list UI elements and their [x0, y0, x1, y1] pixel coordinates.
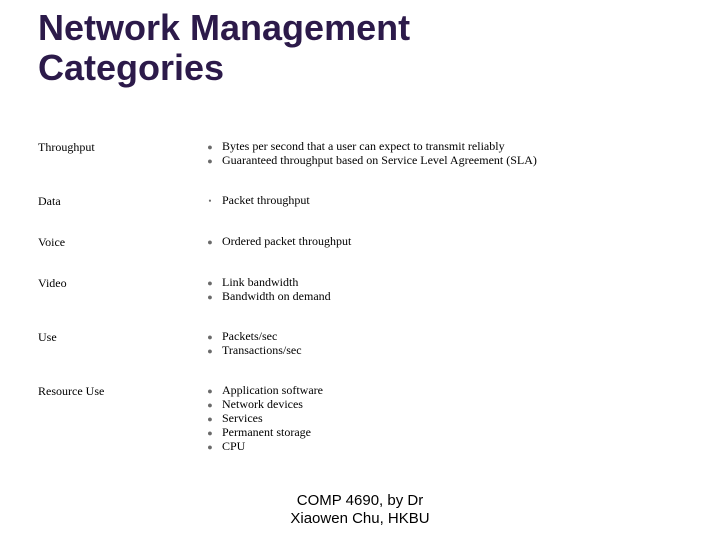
bullet-icon: ● — [198, 290, 222, 304]
list-item: ● Network devices — [198, 398, 678, 412]
item-text: Link bandwidth — [222, 276, 298, 290]
item-text: Application software — [222, 384, 323, 398]
list-item: • Packet throughput — [198, 194, 678, 208]
row-label: Voice — [38, 235, 198, 250]
row-label: Use — [38, 330, 198, 345]
item-text: Guaranteed throughput based on Service L… — [222, 154, 537, 168]
list-item: ● Application software — [198, 384, 678, 398]
row-items: ● Bytes per second that a user can expec… — [198, 140, 678, 168]
table-row: Video ● Link bandwidth ● Bandwidth on de… — [38, 276, 678, 304]
bullet-icon: ● — [198, 426, 222, 440]
row-items: • Packet throughput — [198, 194, 678, 208]
item-text: Transactions/sec — [222, 344, 302, 358]
item-text: Permanent storage — [222, 426, 311, 440]
table-row: Data • Packet throughput — [38, 194, 678, 209]
row-label: Resource Use — [38, 384, 198, 399]
row-items: ● Application software ● Network devices… — [198, 384, 678, 454]
item-text: Packets/sec — [222, 330, 277, 344]
bullet-icon: ● — [198, 154, 222, 168]
item-text: Network devices — [222, 398, 303, 412]
item-text: Bandwidth on demand — [222, 290, 331, 304]
footer-line-1: COMP 4690, by Dr — [297, 492, 423, 509]
item-text: Services — [222, 412, 263, 426]
bullet-icon: ● — [198, 140, 222, 154]
list-item: ● Services — [198, 412, 678, 426]
list-item: ● Permanent storage — [198, 426, 678, 440]
list-item: ● Link bandwidth — [198, 276, 678, 290]
item-text: CPU — [222, 440, 245, 454]
title-line-2: Categories — [38, 47, 224, 88]
bullet-icon: ● — [198, 412, 222, 426]
footer-line-2: Xiaowen Chu, HKBU — [290, 510, 429, 527]
bullet-icon: ● — [198, 398, 222, 412]
table-row: Resource Use ● Application software ● Ne… — [38, 384, 678, 454]
bullet-icon: ● — [198, 276, 222, 290]
list-item: ● Guaranteed throughput based on Service… — [198, 154, 678, 168]
table-row: Voice ● Ordered packet throughput — [38, 235, 678, 250]
list-item: ● Packets/sec — [198, 330, 678, 344]
row-label: Throughput — [38, 140, 198, 155]
row-label: Data — [38, 194, 198, 209]
list-item: ● Transactions/sec — [198, 344, 678, 358]
item-text: Ordered packet throughput — [222, 235, 351, 249]
slide-body: Throughput ● Bytes per second that a use… — [38, 140, 678, 480]
row-label: Video — [38, 276, 198, 291]
item-text: Bytes per second that a user can expect … — [222, 140, 505, 154]
list-item: ● Ordered packet throughput — [198, 235, 678, 249]
table-row: Use ● Packets/sec ● Transactions/sec — [38, 330, 678, 358]
row-items: ● Packets/sec ● Transactions/sec — [198, 330, 678, 358]
list-item: ● CPU — [198, 440, 678, 454]
bullet-icon: ● — [198, 440, 222, 454]
list-item: ● Bandwidth on demand — [198, 290, 678, 304]
bullet-icon: ● — [198, 330, 222, 344]
row-items: ● Link bandwidth ● Bandwidth on demand — [198, 276, 678, 304]
slide: Network Management Categories Throughput… — [0, 0, 720, 540]
bullet-icon: • — [198, 194, 222, 208]
list-item: ● Bytes per second that a user can expec… — [198, 140, 678, 154]
slide-title: Network Management Categories — [38, 8, 410, 87]
slide-footer: COMP 4690, by Dr Xiaowen Chu, HKBU — [0, 492, 720, 528]
bullet-icon: ● — [198, 344, 222, 358]
row-items: ● Ordered packet throughput — [198, 235, 678, 249]
bullet-icon: ● — [198, 384, 222, 398]
bullet-icon: ● — [198, 235, 222, 249]
table-row: Throughput ● Bytes per second that a use… — [38, 140, 678, 168]
item-text: Packet throughput — [222, 194, 310, 208]
title-line-1: Network Management — [38, 7, 410, 48]
